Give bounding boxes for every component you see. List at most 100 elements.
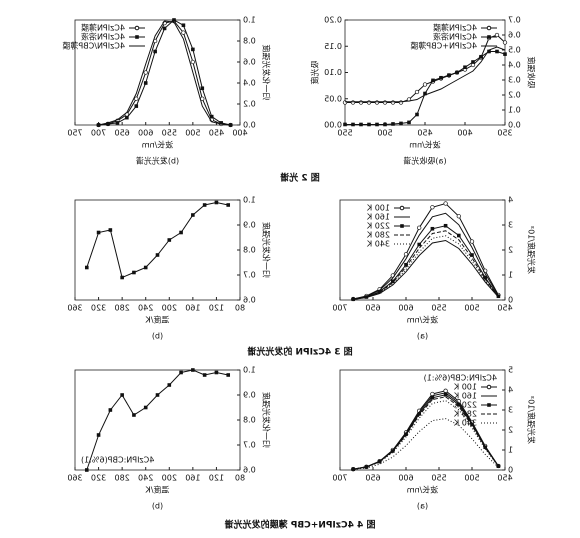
y-tick-label: 2 <box>508 246 513 255</box>
x-tick-label: 80 <box>235 304 245 313</box>
y-axis-label: 归一化发光强度 <box>262 45 272 101</box>
x-tick-label: 700 <box>332 474 347 483</box>
y2-tick-label: 0.10 <box>324 68 342 77</box>
marker <box>404 432 408 436</box>
marker <box>226 203 231 207</box>
marker <box>181 30 186 35</box>
marker <box>108 228 113 232</box>
y-tick-label: 0.6 <box>243 466 256 475</box>
y-tick-label: 0 <box>508 466 513 475</box>
y-tick-label: 0.7 <box>508 16 521 25</box>
marker <box>143 70 148 75</box>
marker <box>382 100 388 105</box>
legend-label: 4CzIPN+CBP薄膜 <box>410 41 477 51</box>
legend-label: 100 K <box>366 204 390 213</box>
x-tick-label: 360 <box>67 304 82 313</box>
x-tick-label: 450 <box>417 129 432 138</box>
x-tick-label: 320 <box>91 304 106 313</box>
marker <box>132 270 136 275</box>
legend-label: 4CzIPN溶液 <box>81 32 125 42</box>
marker <box>483 275 487 280</box>
x-tick-label: 550 <box>337 129 352 138</box>
marker <box>447 73 451 77</box>
marker <box>403 252 409 257</box>
x-tick-label: 400 <box>232 129 247 138</box>
mirrored-scan: 3504004505005500.00.10.20.30.40.50.60.70… <box>62 16 536 531</box>
y-axis-label: 归一化发光强度 <box>262 222 272 278</box>
panel-caption: (a) <box>417 502 428 511</box>
marker <box>422 82 428 87</box>
marker <box>191 368 195 372</box>
y-tick-label: 0.1 <box>508 106 521 115</box>
y-tick-label: 0.4 <box>243 79 256 88</box>
x-tick-label: 280 <box>115 474 130 483</box>
legend-label: 280 K <box>453 410 477 419</box>
marker <box>106 122 110 126</box>
series-line <box>98 20 231 126</box>
x-tick-label: 700 <box>332 304 347 313</box>
series-line <box>353 212 499 300</box>
x-tick-label: 500 <box>464 474 479 483</box>
marker <box>417 242 421 247</box>
marker <box>455 70 459 75</box>
marker <box>479 54 483 59</box>
legend-marker <box>486 25 492 31</box>
annotation: 4CzIPN:CBP(6%:1) <box>81 456 154 465</box>
marker <box>108 408 113 412</box>
legend-marker <box>486 384 492 390</box>
marker <box>399 121 403 126</box>
y-tick-label: 3 <box>508 406 513 415</box>
panel-caption: (b)发光光谱 <box>136 156 179 166</box>
marker <box>469 239 475 244</box>
series-line <box>353 202 499 300</box>
marker <box>487 49 491 54</box>
marker <box>125 115 129 120</box>
y-tick-label: 0.6 <box>243 296 256 305</box>
y-tick-label: 0.0 <box>243 121 256 130</box>
marker <box>457 402 461 407</box>
marker <box>343 122 347 127</box>
marker <box>390 100 396 105</box>
marker <box>84 265 89 270</box>
legend-label: 220 K <box>453 401 477 410</box>
y-tick-label: 0.7 <box>243 271 256 280</box>
marker <box>120 275 124 280</box>
x-axis-label: 温度/K <box>145 485 170 495</box>
legend-marker <box>135 35 139 39</box>
marker <box>423 91 427 96</box>
marker <box>430 205 435 210</box>
marker <box>407 120 411 125</box>
marker <box>367 122 371 127</box>
marker <box>120 393 124 397</box>
y-tick-label: 1 <box>508 446 513 455</box>
plot-frame <box>344 19 506 126</box>
panel-caption: (b) <box>152 332 163 341</box>
plot-frame <box>339 199 506 301</box>
x-tick-label: 240 <box>138 474 153 483</box>
marker <box>359 122 363 127</box>
marker <box>172 18 176 22</box>
marker <box>202 203 207 207</box>
x-tick-label: 750 <box>67 129 82 138</box>
marker <box>439 75 443 80</box>
y-axis-label: 归一化发光强度 <box>262 392 272 448</box>
marker <box>209 114 214 119</box>
x-tick-label: 600 <box>398 304 413 313</box>
legend-marker <box>487 403 491 407</box>
y-tick-label: 0.0 <box>508 121 521 130</box>
marker <box>179 370 183 375</box>
panel-caption: (a) <box>417 332 428 341</box>
marker <box>443 388 448 393</box>
marker <box>134 104 139 108</box>
legend-label: 160 K <box>366 213 390 222</box>
y-tick-label: 4 <box>508 386 513 395</box>
legend-label: 4CzIPN薄膜 <box>433 23 477 33</box>
x-tick-label: 600 <box>398 474 413 483</box>
y-axis-label: 发光强度/10³ <box>527 226 537 274</box>
x-tick-label: 450 <box>209 129 224 138</box>
marker <box>179 230 183 235</box>
legend-label: 220 K <box>366 222 390 231</box>
series-line <box>345 46 506 103</box>
y-tick-label: 0.8 <box>243 37 256 46</box>
